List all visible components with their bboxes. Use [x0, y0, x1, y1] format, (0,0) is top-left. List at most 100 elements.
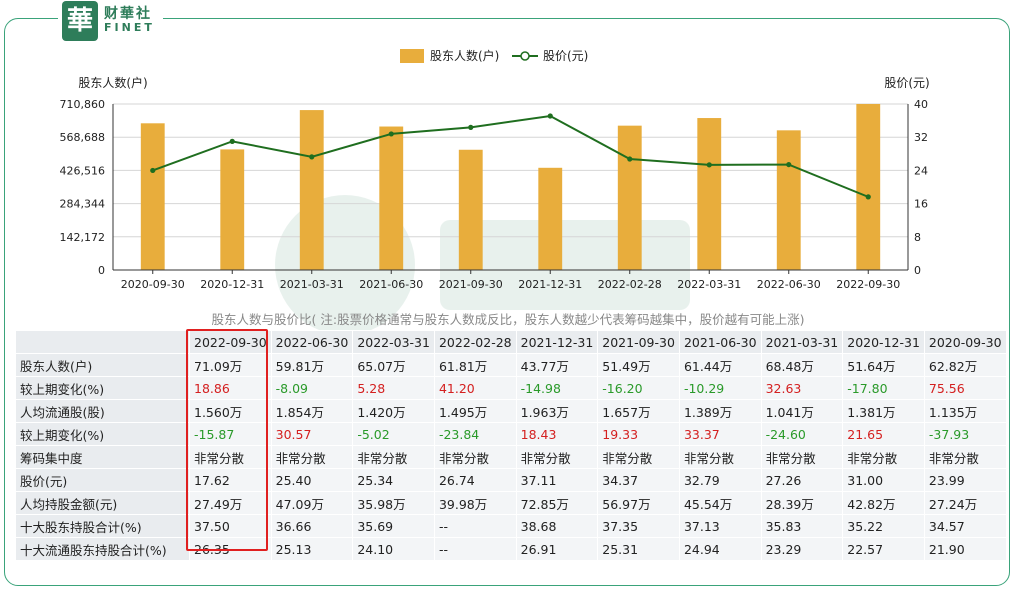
column-header: 2021-06-30 [678, 330, 762, 354]
table-cell: -10.29 [678, 376, 762, 400]
legend-label-price: 股价(元) [543, 49, 588, 63]
table-row: 较上期变化(%) -15.87 30.57 -5.02 -23.84 18.43 19.33… [15, 422, 1007, 446]
table-cell: 1.495万 [433, 399, 517, 423]
legend-bar-swatch [400, 49, 424, 63]
row-label: 十大流通股东持股合计(%) [15, 537, 190, 561]
x-tick-label: 2021-06-30 [359, 278, 423, 291]
table-cell: 23.29 [760, 537, 844, 561]
table-row: 股价(元) 17.62 25.40 25.34 26.74 37.11 34.37 32.79… [15, 468, 1007, 492]
table-cell: 47.09万 [270, 491, 354, 515]
table-cell: 28.39万 [760, 491, 844, 515]
price-point-2021-12-31 [547, 113, 553, 119]
legend-label-holders: 股东人数(户) [430, 48, 499, 63]
table-cell: 32.79 [678, 468, 762, 492]
table-cell: 35.22 [842, 514, 925, 538]
x-tick-label: 2021-03-31 [280, 278, 344, 291]
table-cell: -8.09 [270, 376, 354, 400]
price-point-2022-03-31 [706, 162, 712, 168]
price-point-2020-12-31 [229, 138, 235, 144]
table-header-row: 2022-09-30 2022-06-30 2022-03-31 2022-02-28… [15, 330, 1007, 354]
column-header: 2022-09-30 [189, 330, 272, 354]
table-cell: 34.37 [597, 468, 680, 492]
x-tick-label: 2022-09-30 [836, 278, 900, 291]
table-cell: -17.80 [842, 376, 925, 400]
bar-2021-06-30 [379, 126, 404, 271]
left-tick-label: 142,172 [60, 231, 106, 244]
table-cell: 36.66 [270, 514, 354, 538]
left-tick-label: 568,688 [60, 131, 106, 144]
table-cell: 33.37 [678, 422, 762, 446]
table-cell: 21.65 [842, 422, 925, 446]
table-cell: 22.57 [842, 537, 925, 561]
table-cell: -- [433, 537, 517, 561]
right-tick-label: 24 [914, 164, 928, 177]
table-cell: 35.69 [352, 514, 435, 538]
price-point-2022-02-28 [627, 156, 633, 162]
table-cell: 1.854万 [270, 399, 354, 423]
x-tick-label: 2020-12-31 [200, 278, 264, 291]
price-point-2020-09-30 [150, 167, 156, 174]
row-label: 筹码集中度 [15, 445, 190, 469]
column-header: 2022-02-28 [433, 330, 517, 354]
table-cell: 19.33 [597, 422, 680, 446]
bar-2020-12-31 [220, 149, 245, 270]
table-cell: 68.48万 [760, 353, 844, 377]
price-line [152, 114, 869, 198]
column-header: 2022-06-30 [270, 330, 354, 354]
table-cell: 30.57 [270, 422, 354, 446]
x-tick-label: 2022-03-31 [677, 278, 741, 291]
bar-2021-09-30 [458, 149, 483, 270]
table-cell: 72.85万 [515, 491, 599, 515]
table-cell: -15.87 [189, 422, 272, 446]
table-cell: 1.963万 [515, 399, 599, 423]
price-point-2021-03-31 [309, 154, 315, 160]
column-header: 2021-03-31 [760, 330, 844, 354]
column-header: 2022-03-31 [352, 330, 435, 354]
table-cell: 24.10 [352, 537, 435, 561]
right-tick-label: 40 [914, 98, 928, 111]
table-cell: 25.34 [352, 468, 435, 492]
table-cell: 23.99 [923, 468, 1007, 492]
right-tick-label: 0 [914, 264, 921, 277]
table-cell: 25.31 [597, 537, 680, 561]
table-cell: -24.60 [760, 422, 844, 446]
table-cell: 61.44万 [678, 353, 762, 377]
chart-caption: 股东人数与股价比( 注:股票价格通常与股东人数成反比，股东人数越少代表筹码越集中… [211, 312, 805, 327]
table-cell: 26.74 [433, 468, 517, 492]
logo-text: 财華社 FINET [104, 7, 155, 35]
table-cell: -23.84 [433, 422, 517, 446]
table-cell: 45.54万 [678, 491, 762, 515]
table-row: 筹码集中度 非常分散 非常分散 非常分散 非常分散 非常分散 非常分散 非常分散 非常分散 非常分… [15, 445, 1007, 469]
table-cell: 56.97万 [597, 491, 680, 515]
row-label: 股价(元) [15, 468, 190, 492]
left-axis-title: 股东人数(户) [78, 75, 147, 90]
table-cell: 51.64万 [842, 353, 925, 377]
table-cell: 1.657万 [597, 399, 680, 423]
table-cell: 1.420万 [352, 399, 435, 423]
table-cell: 59.81万 [270, 353, 354, 377]
table-cell: -16.20 [597, 376, 680, 400]
table-row: 较上期变化(%) 18.86 -8.09 5.28 41.20 -14.98 -16.20-… [15, 376, 1007, 400]
table-cell: -- [433, 514, 517, 538]
table-cell: 25.40 [270, 468, 354, 492]
row-label: 十大股东持股合计(%) [15, 514, 190, 538]
right-axis-title: 股价(元) [884, 76, 929, 90]
x-tick-label: 2021-09-30 [439, 278, 503, 291]
x-tick-label: 2022-06-30 [757, 278, 821, 291]
table-cell: -37.93 [923, 422, 1007, 446]
bar-2022-02-28 [617, 125, 642, 270]
table-row: 人均持股金额(元) 27.49万 47.09万 35.98万 39.98万 72.85万 5… [15, 491, 1007, 515]
x-tick-label: 2022-02-28 [598, 278, 662, 291]
table-cell: 62.82万 [923, 353, 1007, 377]
table-cell: 非常分散 [270, 445, 354, 469]
row-label: 较上期变化(%) [15, 422, 190, 446]
table-cell: 非常分散 [597, 445, 680, 469]
table-cell: 5.28 [352, 376, 435, 400]
bar-2022-03-31 [697, 118, 722, 271]
table-cell: 42.82万 [842, 491, 925, 515]
row-label: 股东人数(户) [15, 353, 190, 377]
table-cell: 27.24万 [923, 491, 1007, 515]
table-cell: 17.62 [189, 468, 272, 492]
table-cell: 1.381万 [842, 399, 925, 423]
table-cell: 26.91 [515, 537, 599, 561]
